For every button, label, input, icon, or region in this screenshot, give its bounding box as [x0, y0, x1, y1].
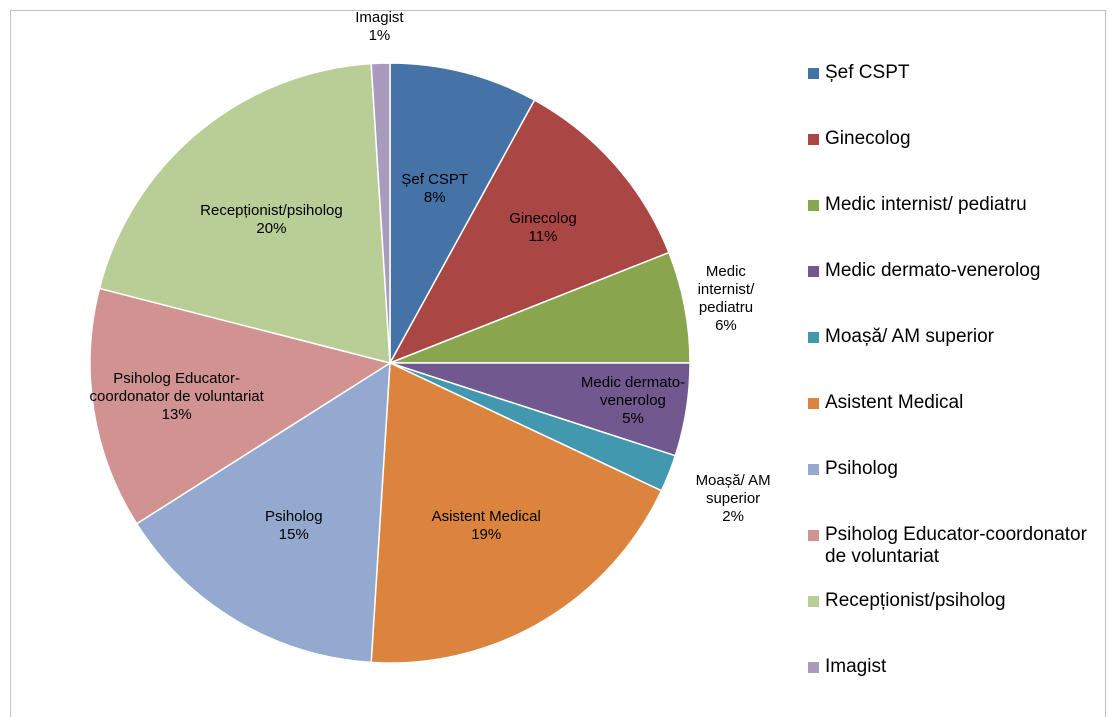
data-label: Asistent Medical 19%	[406, 508, 566, 544]
data-label-name: Șef CSPT	[401, 170, 469, 188]
pie-slice	[135, 361, 391, 664]
data-label-name: Medic internist/ pediatru	[697, 262, 755, 316]
data-label-value: 5%	[622, 410, 644, 428]
data-label-name: Imagist	[355, 9, 404, 27]
data-label-name: Psiholog	[265, 507, 323, 525]
data-label: Ginecolog 11%	[488, 210, 598, 246]
legend-swatch	[808, 332, 819, 343]
legend-label: Psiholog Educator-coordonator de volunta…	[825, 524, 1087, 567]
legend-swatch	[808, 68, 819, 79]
data-label: Recepționist/psiholog 20%	[171, 202, 371, 238]
legend-swatch	[808, 200, 819, 211]
data-label-value: 8%	[423, 188, 446, 206]
legend-label: Psiholog	[825, 458, 898, 479]
data-label: Psiholog 15%	[239, 508, 349, 544]
legend-label: Asistent Medical	[825, 392, 964, 413]
pie-slice	[98, 62, 391, 364]
legend-entry: Psiholog	[808, 458, 1098, 480]
data-label-name: Recepționist/psiholog	[200, 201, 343, 219]
data-label-name: Medic dermato-venerolog	[580, 374, 686, 410]
data-label: Imagist 1%	[329, 9, 429, 45]
legend-swatch	[808, 398, 819, 409]
data-label-value: 15%	[278, 525, 309, 543]
data-label: Psiholog Educator-coordonator de volunta…	[82, 370, 272, 424]
pie-slice	[370, 361, 663, 664]
legend-label: Ginecolog	[825, 128, 911, 149]
data-label-value: 11%	[528, 228, 558, 246]
legend-entry: Medic internist/ pediatru	[808, 194, 1098, 216]
legend-label: Imagist	[825, 656, 887, 677]
legend-label: Șef CSPT	[825, 62, 910, 83]
legend-swatch	[808, 596, 819, 607]
legend-swatch	[808, 134, 819, 145]
legend-swatch	[808, 662, 819, 673]
data-label: Medic internist/ pediatru 6%	[681, 263, 771, 335]
legend-swatch	[808, 530, 819, 541]
legend-label: Moașă/ AM superior	[825, 326, 994, 347]
data-label: Șef CSPT 8%	[380, 171, 490, 207]
legend-swatch	[808, 266, 819, 277]
data-label-name: Asistent Medical	[431, 507, 541, 525]
legend-entry: Psiholog Educator-coordonator de volunta…	[808, 524, 1098, 568]
data-label: Moașă/ AM superior 2%	[673, 472, 793, 526]
data-label: Medic dermato-venerolog 5%	[553, 374, 713, 428]
pie-slice	[389, 62, 536, 364]
data-label-value: 20%	[256, 219, 287, 237]
data-label-name: Psiholog Educator-coordonator de volunta…	[89, 369, 264, 405]
data-label-value: 1%	[368, 27, 391, 45]
data-label-name: Moașă/ AM superior	[695, 471, 771, 507]
legend-entry: Medic dermato-venerolog	[808, 260, 1098, 282]
legend-entry: Șef CSPT	[808, 62, 1098, 84]
legend-entry: Imagist	[808, 656, 1098, 678]
pie-slice	[89, 287, 392, 525]
legend-entry: Ginecolog	[808, 128, 1098, 150]
legend-entry: Moașă/ AM superior	[808, 326, 1098, 348]
data-label-value: 19%	[471, 525, 502, 543]
legend-label: Recepționist/psiholog	[825, 590, 1006, 611]
data-label-name: Ginecolog	[509, 210, 577, 228]
legend-label: Medic internist/ pediatru	[825, 194, 1027, 215]
pie-slice	[388, 99, 670, 365]
data-label-value: 6%	[715, 316, 737, 334]
legend-entry: Recepționist/psiholog	[808, 590, 1098, 612]
legend-label: Medic dermato-venerolog	[825, 260, 1041, 281]
data-label-value: 13%	[161, 405, 192, 423]
legend-swatch	[808, 464, 819, 475]
legend-entry: Asistent Medical	[808, 392, 1098, 414]
chart-frame	[10, 10, 1106, 717]
pie-slice	[370, 62, 391, 364]
data-label-value: 2%	[722, 507, 744, 525]
